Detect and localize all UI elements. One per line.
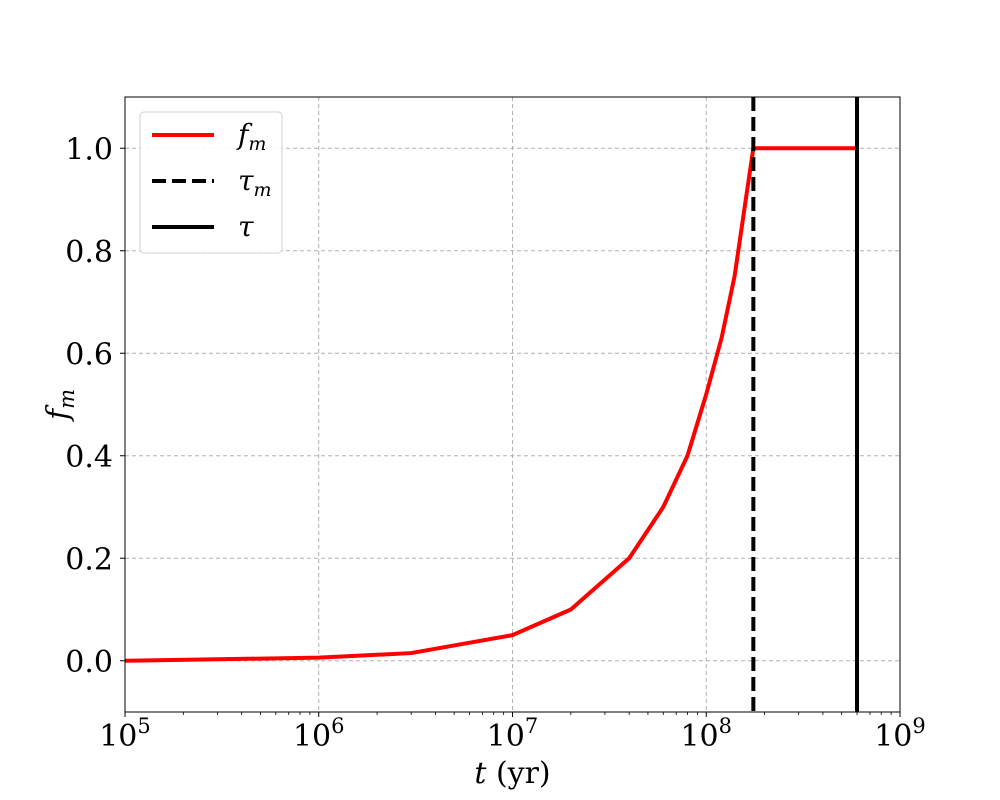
- x-tick-exponent: 6: [331, 714, 344, 738]
- x-tick-label: 109: [874, 714, 926, 754]
- grid: [124, 97, 901, 712]
- ticks: [120, 147, 901, 717]
- legend-tau-m: τm: [152, 164, 272, 201]
- y-axis-label-subscript: m: [55, 389, 79, 409]
- x-axis-label-var: t: [474, 756, 487, 791]
- x-tick-base: 10: [680, 719, 718, 754]
- x-tick-label: 107: [487, 714, 539, 754]
- y-tick-label: 0.4: [65, 440, 113, 475]
- x-tick-exponent: 9: [912, 714, 925, 738]
- legend-tau-m-label: τm: [238, 164, 272, 201]
- x-tick-exponent: 8: [719, 714, 732, 738]
- x-tick-base: 10: [99, 719, 137, 754]
- y-tick-label: 0.8: [65, 235, 113, 270]
- y-tick-label: 1.0: [65, 132, 113, 167]
- x-tick-label: 105: [99, 714, 151, 754]
- y-tick-label: 0.0: [65, 645, 113, 680]
- x-tick-base: 10: [293, 719, 331, 754]
- y-tick-label: 0.6: [65, 337, 113, 372]
- legend-tau-m-label-subscript: m: [254, 179, 272, 201]
- plot-area: [125, 97, 860, 712]
- legend-tau-m-label-var: τ: [238, 164, 254, 197]
- y-tick-label: 0.2: [65, 542, 113, 577]
- x-tick-exponent: 7: [525, 714, 538, 738]
- x-tick-exponent: 5: [137, 714, 150, 738]
- legend-fm-label-subscript: m: [248, 133, 266, 155]
- x-axis-label: t (yr): [474, 756, 550, 791]
- legend-tau-label: τ: [238, 210, 254, 243]
- fm-curve: [125, 146, 858, 663]
- legend-tau: τ: [152, 210, 254, 243]
- x-tick-base: 10: [874, 719, 912, 754]
- x-tick-label: 106: [293, 714, 345, 754]
- x-tick-base: 10: [487, 719, 525, 754]
- legend-tau-label-var: τ: [238, 210, 254, 243]
- x-axis-label-unit: (yr): [486, 756, 550, 791]
- y-axis-label: fm: [41, 389, 79, 422]
- x-tick-label: 108: [680, 714, 732, 754]
- legend-box: [139, 111, 283, 254]
